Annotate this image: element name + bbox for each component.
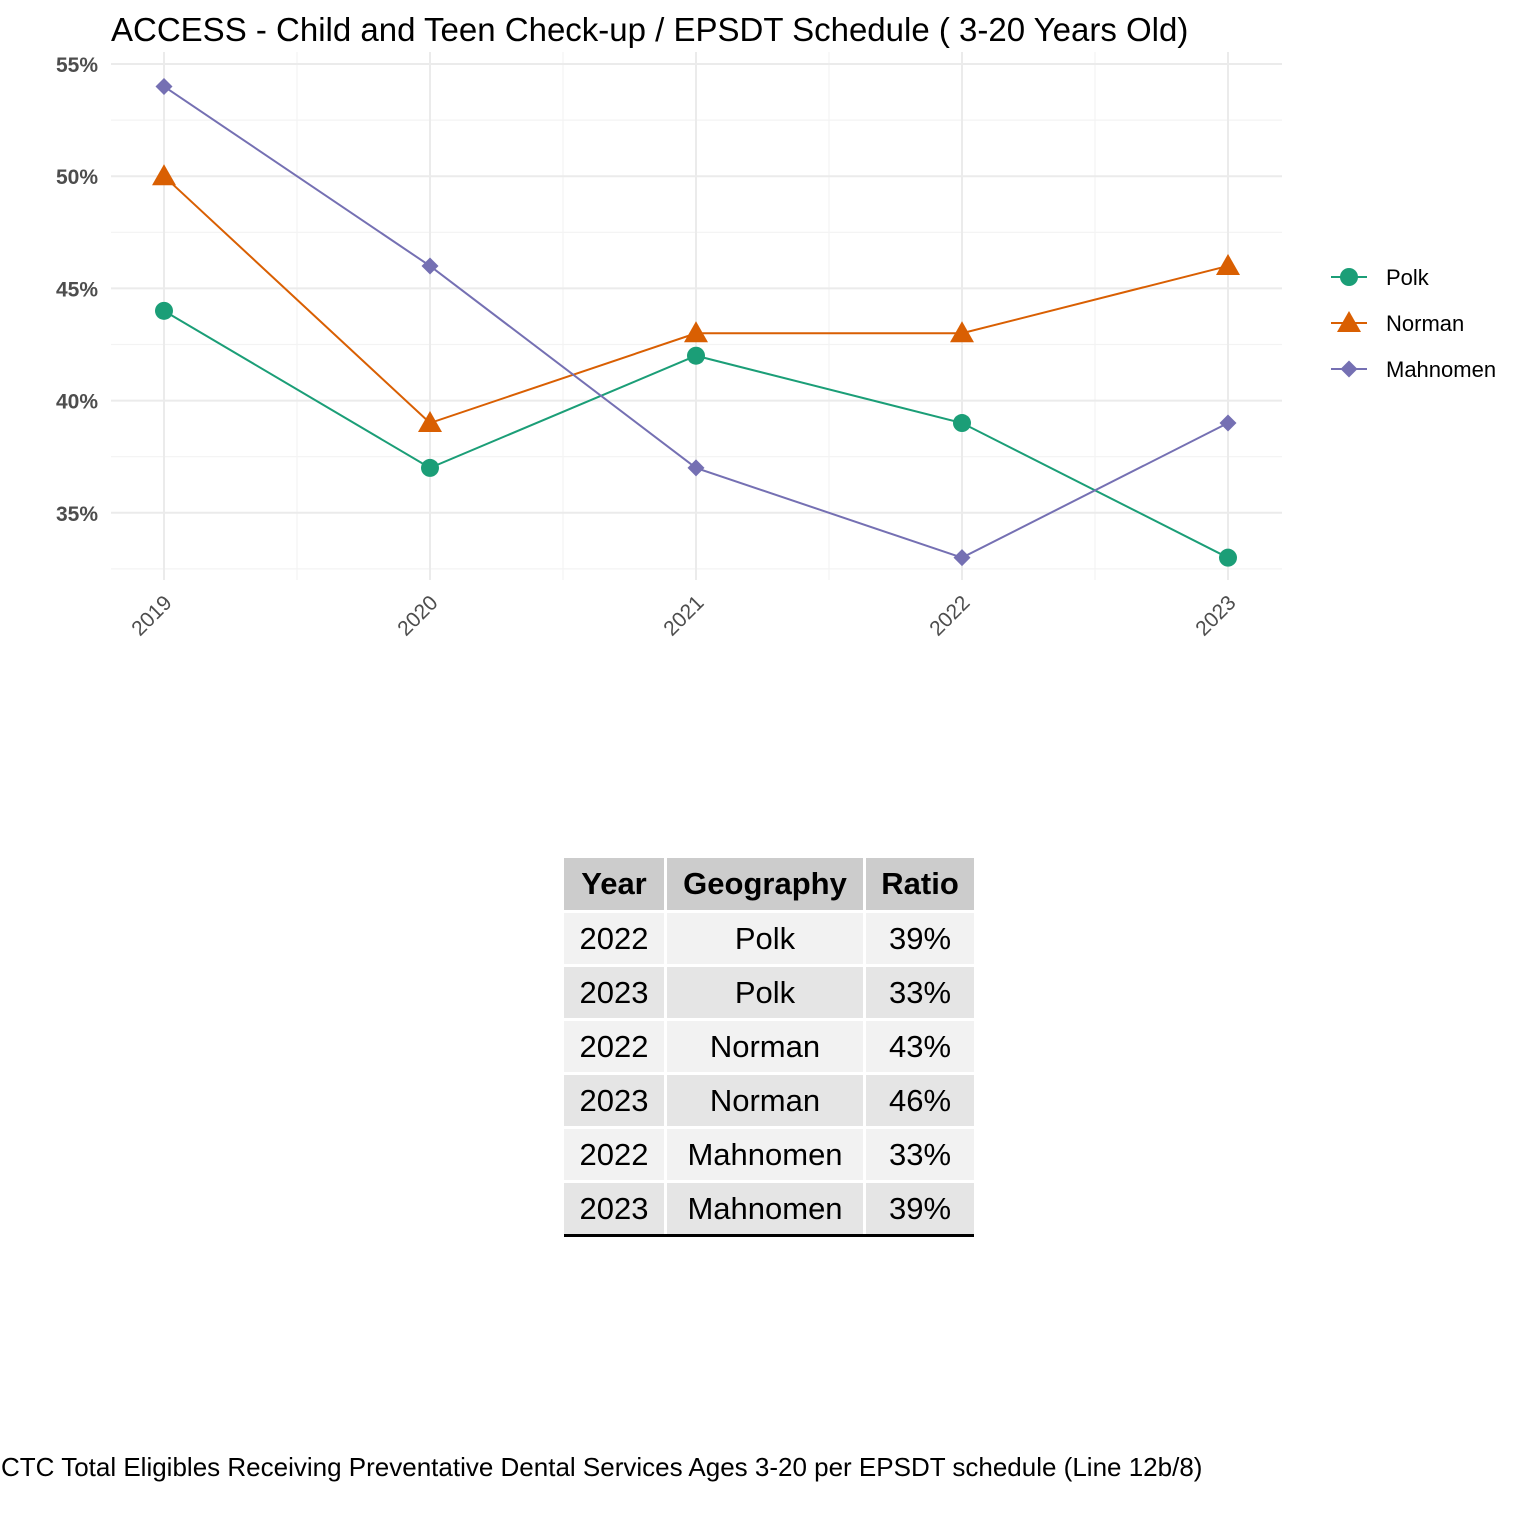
legend-key-marker	[1337, 311, 1361, 332]
data-point-mahnomen	[1219, 414, 1237, 432]
legend-label: Norman	[1386, 311, 1464, 336]
legend-item-norman: Norman	[1331, 311, 1464, 336]
data-point-mahnomen	[953, 549, 971, 567]
series-lines	[152, 77, 1240, 567]
data-point-polk	[953, 414, 971, 433]
data-point-polk	[1219, 548, 1237, 567]
data-point-mahnomen	[155, 77, 173, 95]
data-point-mahnomen	[687, 459, 705, 477]
series-polk	[155, 301, 1237, 567]
y-tick-label: 35%	[56, 503, 98, 526]
data-point-polk	[421, 458, 439, 477]
data-point-norman	[418, 411, 442, 433]
y-tick-label: 45%	[56, 278, 98, 301]
data-point-polk	[155, 301, 173, 320]
table-row: 2023 Polk 33%	[564, 967, 974, 1021]
cell-ratio: 43%	[866, 1021, 974, 1075]
cell-year: 2022	[564, 1129, 667, 1183]
legend: Polk Norman Mahnomen	[1331, 265, 1496, 382]
data-point-norman	[950, 321, 974, 343]
cell-year: 2022	[564, 913, 667, 967]
cell-geography: Mahnomen	[667, 1183, 866, 1234]
x-tick-label: 2022	[925, 591, 974, 640]
table-row: 2022 Norman 43%	[564, 1021, 974, 1075]
line-chart: ACCESS - Child and Teen Check-up / EPSDT…	[56, 11, 1496, 641]
legend-item-mahnomen: Mahnomen	[1331, 357, 1496, 382]
data-point-norman	[1216, 253, 1240, 275]
y-axis-ticks: 35% 40% 45% 50% 55%	[56, 54, 98, 526]
table-row: 2023 Norman 46%	[564, 1075, 974, 1129]
series-norman	[152, 164, 1240, 433]
table-row: 2022 Mahnomen 33%	[564, 1129, 974, 1183]
x-tick-label: 2020	[393, 591, 442, 640]
cell-year: 2023	[564, 967, 667, 1021]
cell-ratio: 39%	[866, 1183, 974, 1234]
data-table: Year Geography Ratio 2022 Polk 39% 2023 …	[564, 858, 974, 1237]
y-tick-label: 40%	[56, 391, 98, 414]
legend-key-marker	[1340, 360, 1358, 378]
cell-year: 2023	[564, 1183, 667, 1234]
x-tick-label: 2023	[1191, 591, 1240, 640]
table-row: 2022 Polk 39%	[564, 913, 974, 967]
cell-geography: Norman	[667, 1021, 866, 1075]
cell-geography: Mahnomen	[667, 1129, 866, 1183]
y-tick-label: 50%	[56, 166, 98, 189]
cell-ratio: 33%	[866, 1129, 974, 1183]
table-row: 2023 Mahnomen 39%	[564, 1183, 974, 1234]
cell-ratio: 39%	[866, 913, 974, 967]
data-point-mahnomen	[421, 257, 439, 275]
cell-geography: Polk	[667, 967, 866, 1021]
cell-year: 2023	[564, 1075, 667, 1129]
y-tick-label: 55%	[56, 54, 98, 77]
x-tick-label: 2019	[127, 591, 176, 640]
data-point-norman	[684, 321, 708, 343]
column-header-ratio: Ratio	[866, 858, 974, 913]
chart-caption: CTC Total Eligibles Receiving Preventati…	[1, 1452, 1203, 1482]
data-point-polk	[687, 346, 705, 365]
data-point-norman	[152, 164, 176, 186]
x-tick-label: 2021	[659, 591, 708, 640]
column-header-geography: Geography	[667, 858, 866, 913]
x-axis-ticks: 2019 2020 2021 2022 2023	[127, 591, 1240, 640]
series-mahnomen	[155, 77, 1237, 567]
legend-label: Mahnomen	[1386, 357, 1496, 382]
legend-label: Polk	[1386, 265, 1430, 290]
chart-title: ACCESS - Child and Teen Check-up / EPSDT…	[111, 11, 1188, 48]
cell-geography: Polk	[667, 913, 866, 967]
cell-ratio: 33%	[866, 967, 974, 1021]
column-header-year: Year	[564, 858, 667, 913]
legend-item-polk: Polk	[1331, 265, 1430, 290]
grid	[111, 52, 1282, 580]
cell-year: 2022	[564, 1021, 667, 1075]
legend-key-marker	[1340, 268, 1358, 286]
cell-geography: Norman	[667, 1075, 866, 1129]
table-header-row: Year Geography Ratio	[564, 858, 974, 913]
cell-ratio: 46%	[866, 1075, 974, 1129]
